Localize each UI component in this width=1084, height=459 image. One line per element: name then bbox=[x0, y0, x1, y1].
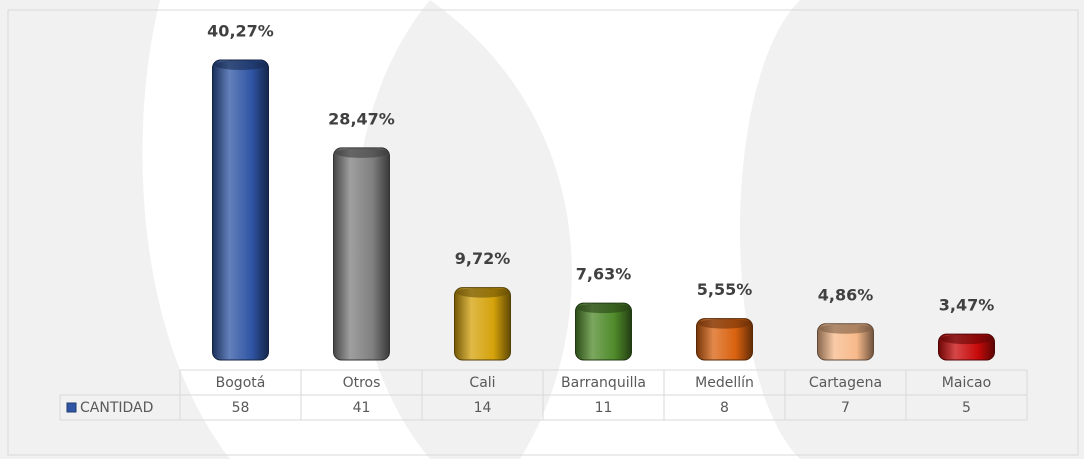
bar-top bbox=[819, 323, 872, 334]
table-value: 7 bbox=[841, 400, 850, 416]
bar-top bbox=[698, 318, 751, 329]
category-label: Medellín bbox=[695, 375, 754, 391]
data-label: 40,27% bbox=[207, 22, 274, 41]
table-value: 58 bbox=[232, 400, 250, 416]
legend-swatch bbox=[66, 402, 77, 413]
chart-border bbox=[7, 9, 1079, 456]
data-label: 7,63% bbox=[576, 265, 632, 284]
bar-top bbox=[335, 147, 388, 158]
bar bbox=[212, 59, 269, 361]
category-label: Cali bbox=[469, 375, 495, 391]
data-label: 4,86% bbox=[818, 285, 874, 304]
category-label: Barranquilla bbox=[561, 375, 646, 391]
bar-top bbox=[214, 60, 267, 70]
table-value: 5 bbox=[962, 400, 971, 416]
table-value: 11 bbox=[595, 400, 613, 416]
bar-top bbox=[577, 303, 630, 314]
category-label: Bogotá bbox=[216, 375, 266, 391]
table-value: 41 bbox=[353, 400, 371, 416]
category-label: Maicao bbox=[942, 375, 991, 391]
table-value: 14 bbox=[474, 400, 492, 416]
bar bbox=[454, 287, 511, 361]
category-label: Cartagena bbox=[809, 375, 882, 391]
data-label: 3,47% bbox=[939, 296, 995, 315]
bar bbox=[333, 147, 390, 361]
bar-top bbox=[940, 334, 993, 345]
bar-top bbox=[456, 287, 509, 298]
data-label: 28,47% bbox=[328, 109, 395, 128]
table-value: 8 bbox=[720, 400, 729, 416]
data-label: 5,55% bbox=[697, 280, 753, 299]
category-label: Otros bbox=[343, 375, 381, 391]
data-label: 9,72% bbox=[455, 249, 511, 268]
legend-label: CANTIDAD bbox=[80, 400, 153, 416]
